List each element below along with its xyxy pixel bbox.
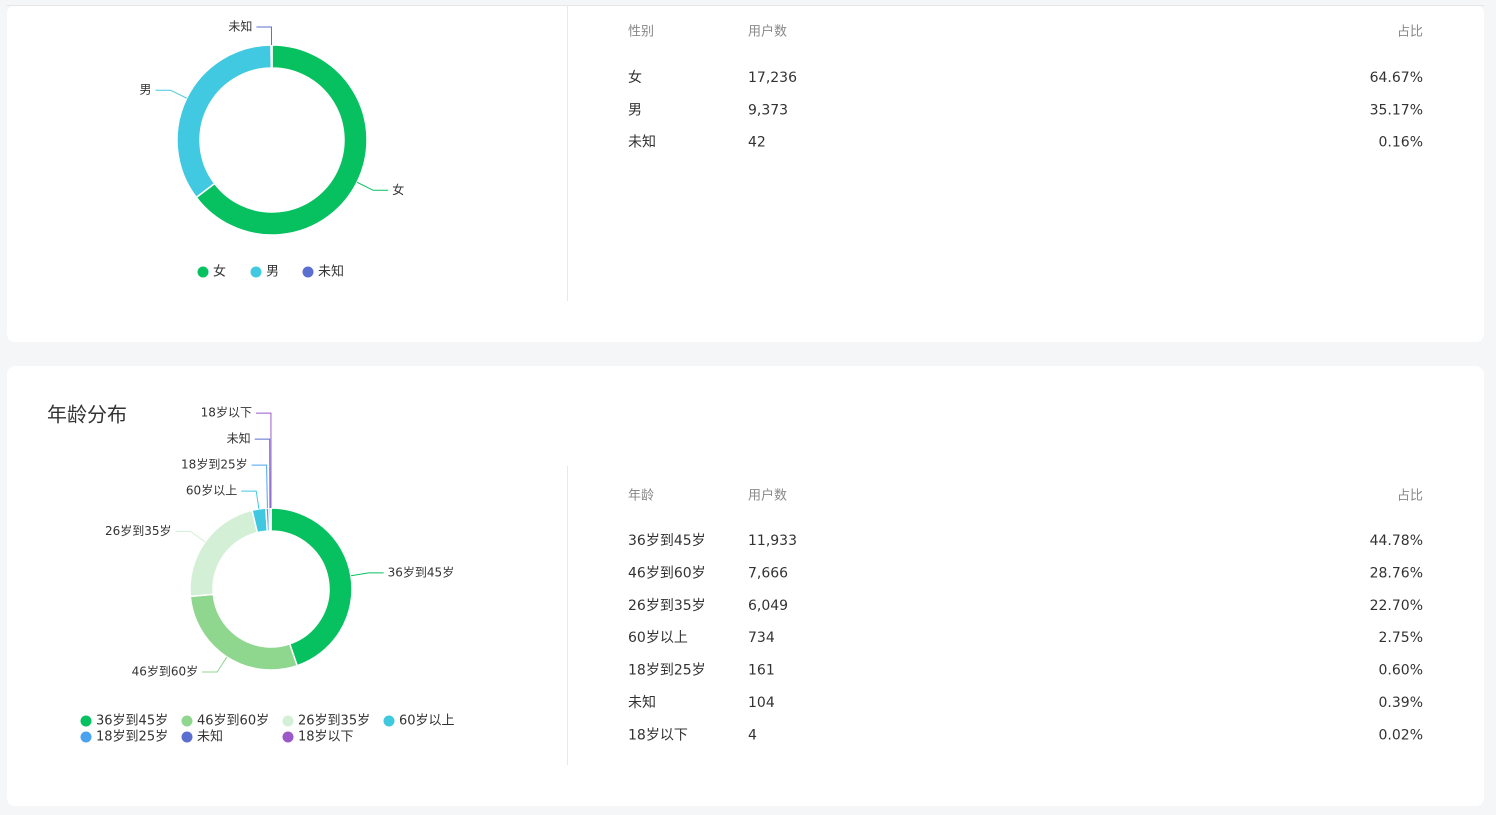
table-cell: 28.76% — [1370, 565, 1423, 581]
table-cell: 0.16% — [1379, 135, 1423, 151]
table-cell: 未知 — [628, 694, 656, 711]
table-cell: 36岁到45岁 — [628, 533, 706, 549]
table-cell: 0.02% — [1379, 727, 1423, 743]
slice-label: 女 — [392, 182, 404, 197]
table-cell: 男 — [628, 102, 642, 118]
slice-label: 男 — [140, 83, 152, 97]
legend-label: 未知 — [318, 264, 344, 280]
leader-line — [202, 656, 228, 673]
table-cell: 17,236 — [748, 70, 797, 86]
slice — [270, 44, 273, 69]
table-header: 占比 — [1397, 489, 1423, 504]
table-cell: 161 — [748, 663, 775, 679]
slice-label: 36岁到45岁 — [388, 564, 455, 579]
leader-line — [256, 26, 273, 46]
legend-label: 男 — [266, 265, 279, 280]
leader-line — [356, 181, 389, 191]
legend-label: 46岁到60岁 — [197, 714, 269, 729]
table-cell: 9,373 — [748, 102, 788, 118]
slice-label: 未知 — [228, 20, 252, 34]
table-cell: 64.67% — [1370, 70, 1423, 86]
table-cell: 44.78% — [1370, 533, 1423, 549]
table-cell: 26岁到35岁 — [628, 598, 706, 614]
legend-dot — [80, 731, 92, 743]
table-cell: 42 — [748, 135, 766, 151]
table-cell: 46岁到60岁 — [628, 565, 706, 581]
table-header: 用户数 — [748, 488, 787, 504]
legend-dot — [282, 715, 294, 727]
legend-dot — [250, 266, 262, 278]
table-cell: 60岁以上 — [628, 630, 688, 646]
slice-label: 未知 — [227, 432, 251, 446]
legend-dot — [302, 266, 314, 278]
slice — [195, 44, 368, 236]
leader-line — [155, 89, 187, 99]
table-cell: 4 — [748, 727, 757, 743]
leader-line — [255, 412, 272, 509]
table-header: 占比 — [1397, 25, 1423, 40]
slice-label: 18岁到25岁 — [181, 457, 248, 472]
age-card — [7, 366, 1484, 806]
table-header: 性别 — [628, 25, 654, 40]
table-cell: 18岁到25岁 — [628, 663, 706, 679]
slice-label: 46岁到60岁 — [132, 664, 199, 679]
table-cell: 11,933 — [748, 533, 797, 549]
legend-label: 60岁以上 — [399, 714, 455, 729]
table-cell: 女 — [628, 69, 642, 86]
slice-label: 18岁以下 — [201, 405, 252, 420]
table-cell: 6,049 — [748, 598, 788, 614]
slice-label: 26岁到35岁 — [105, 523, 172, 538]
legend-dot — [197, 266, 209, 278]
legend-dot — [383, 715, 395, 727]
table-cell: 0.39% — [1379, 695, 1423, 711]
table-cell: 0.60% — [1379, 663, 1423, 679]
legend-dot — [181, 715, 193, 727]
leader-line — [241, 490, 260, 509]
table-cell: 22.70% — [1370, 598, 1423, 614]
leader-line — [254, 438, 271, 509]
leader-line — [350, 572, 384, 577]
table-header: 年龄 — [628, 489, 654, 504]
legend-label: 36岁到45岁 — [96, 714, 168, 729]
legend-label: 26岁到35岁 — [298, 714, 370, 729]
table-cell: 734 — [748, 630, 775, 646]
table-cell: 35.17% — [1370, 102, 1423, 118]
table-cell: 7,666 — [748, 565, 788, 581]
legend-dot — [80, 715, 92, 727]
legend-dot — [181, 731, 193, 743]
legend-label: 女 — [213, 264, 226, 280]
slice — [270, 507, 353, 667]
leader-line — [251, 464, 268, 509]
legend-dot — [282, 731, 294, 743]
table-cell: 2.75% — [1379, 630, 1423, 646]
slice-label: 60岁以上 — [186, 483, 237, 498]
table-cell: 104 — [748, 695, 775, 711]
table-cell: 18岁以下 — [628, 727, 688, 743]
legend-label: 18岁到25岁 — [96, 730, 168, 745]
legend-label: 未知 — [197, 729, 223, 745]
table-cell: 未知 — [628, 134, 656, 151]
section-title: 年龄分布 — [47, 403, 127, 427]
legend-label: 18岁以下 — [298, 730, 354, 745]
table-header: 用户数 — [748, 24, 787, 40]
leader-line — [175, 530, 206, 543]
gender-card — [7, 5, 1484, 342]
